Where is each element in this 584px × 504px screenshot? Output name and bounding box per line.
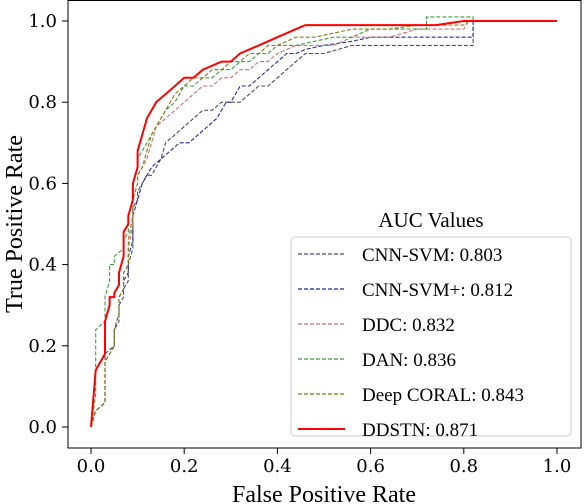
series-line [90, 20, 557, 428]
series-line [90, 20, 557, 428]
legend-title: AUC Values [378, 208, 483, 232]
y-tick-label: 1.0 [28, 11, 57, 32]
y-tick-label: 0.2 [28, 336, 57, 357]
legend-label: CNN-SVM+: 0.812 [362, 280, 513, 301]
x-tick-label: 0.8 [449, 456, 478, 477]
x-axis: 0.0 0.2 0.4 0.6 0.8 1.0 [77, 448, 572, 477]
y-tick-label: 0.4 [28, 255, 57, 276]
x-tick-label: 0.0 [77, 456, 106, 477]
legend-label: CNN-SVM: 0.803 [362, 245, 502, 266]
y-tick-label: 0.6 [28, 173, 57, 194]
legend-box [290, 236, 572, 437]
x-tick-label: 0.4 [263, 456, 292, 477]
y-axis-title: True Positive Rate [2, 135, 28, 313]
legend-label: DAN: 0.836 [362, 350, 456, 371]
series-line [90, 20, 557, 428]
x-axis-title: False Positive Rate [232, 482, 416, 504]
y-axis: 0.0 0.2 0.4 0.6 0.8 1.0 [28, 11, 68, 438]
roc-curves [90, 16, 557, 428]
y-tick-label: 0.0 [28, 417, 57, 438]
legend-label: Deep CORAL: 0.843 [362, 385, 524, 406]
legend-label: DDC: 0.832 [362, 315, 455, 336]
x-tick-label: 0.6 [356, 456, 385, 477]
x-tick-label: 1.0 [543, 456, 572, 477]
plot-frame [67, 0, 582, 449]
legend-items: CNN-SVM: 0.803 CNN-SVM+: 0.812 DDC: 0.832 D… [298, 245, 524, 441]
legend: AUC Values CNN-SVM: 0.803 CNN-SVM+: 0.812… [290, 208, 572, 441]
y-tick-label: 0.8 [28, 92, 57, 113]
legend-label: DDSTN: 0.871 [362, 420, 478, 441]
x-tick-label: 0.2 [170, 456, 199, 477]
